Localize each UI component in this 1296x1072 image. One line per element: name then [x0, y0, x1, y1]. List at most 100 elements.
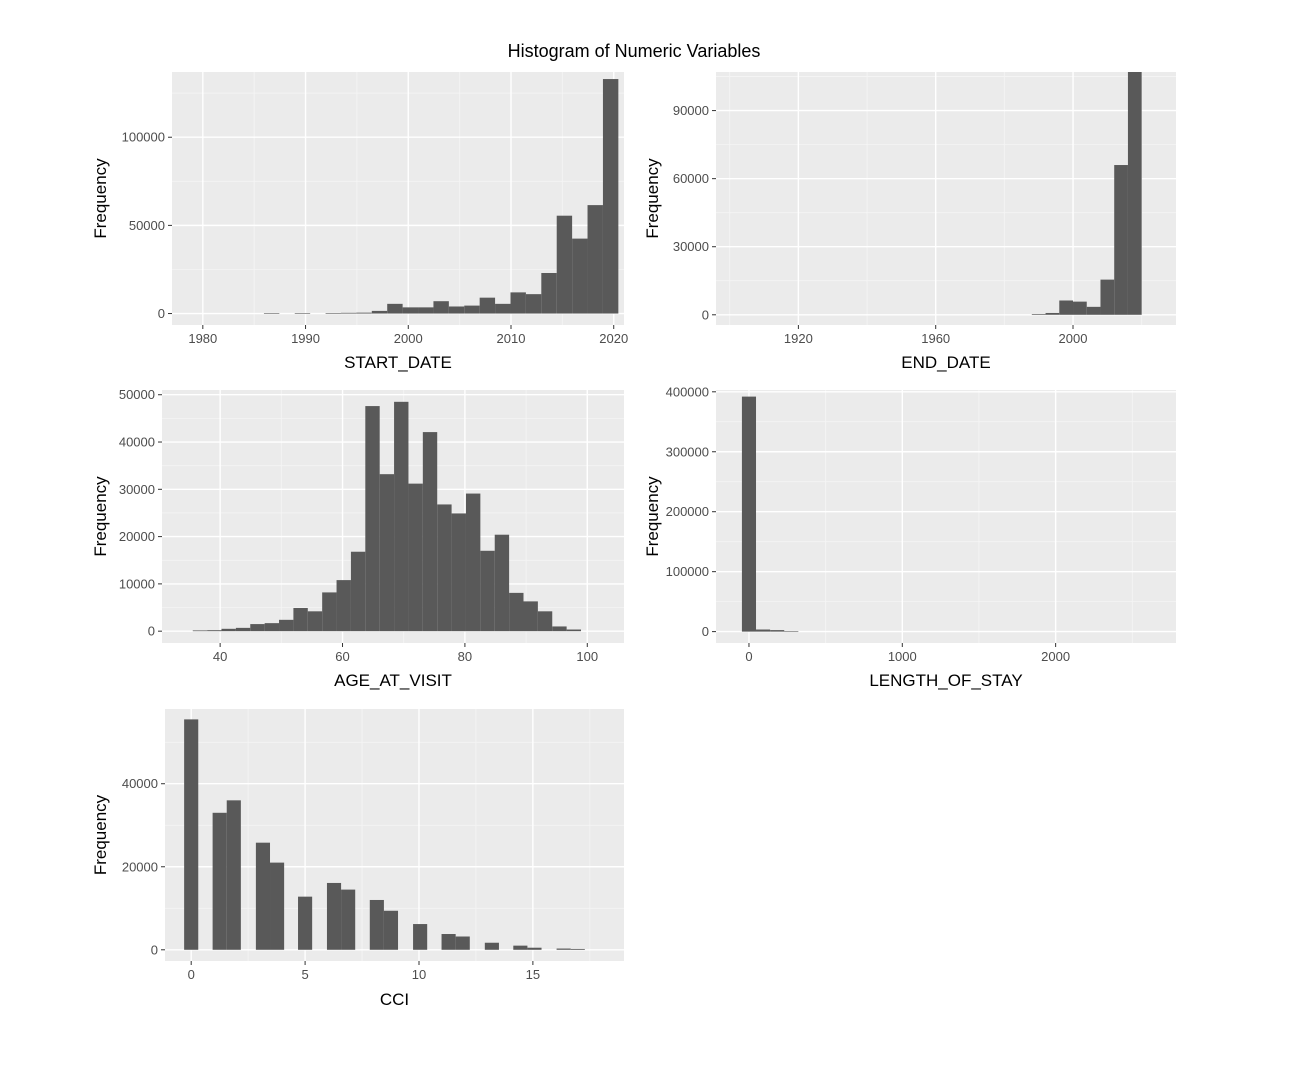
histogram-bar	[383, 910, 399, 950]
y-tick-label: 10000	[119, 576, 155, 591]
x-axis-title: AGE_AT_VISIT	[334, 671, 452, 690]
y-tick-label: 60000	[673, 171, 709, 186]
y-axis-title: Frequency	[91, 476, 110, 557]
panel-background	[716, 390, 1176, 643]
histogram-bar	[250, 624, 265, 632]
histogram-bar	[510, 292, 526, 314]
histogram-bar	[379, 474, 395, 632]
histogram-bar	[433, 301, 449, 314]
histogram-bar	[371, 310, 388, 314]
histogram-bar	[1114, 165, 1128, 315]
histogram-panel-2: 1920 1960 2000 0 30000 60000 90000 END_DATE Freq…	[643, 72, 1176, 372]
histogram-bar	[587, 205, 603, 314]
histogram-bar	[541, 272, 557, 314]
x-tick-label: 1000	[888, 649, 917, 664]
histogram-bar	[294, 313, 311, 314]
x-axis-title: CCI	[380, 990, 409, 1009]
histogram-bar	[212, 812, 227, 950]
histogram-bar	[326, 882, 342, 950]
y-tick-label: 90000	[673, 103, 709, 118]
histogram-bar	[513, 945, 528, 950]
histogram-bar	[741, 396, 757, 632]
y-axis-title: Frequency	[643, 476, 662, 557]
histogram-bar	[494, 534, 510, 632]
histogram-bar	[1073, 301, 1087, 315]
histogram-bar	[1045, 312, 1060, 315]
histogram-bar	[602, 79, 619, 314]
y-tick-label: 30000	[119, 482, 155, 497]
histogram-bar	[279, 619, 294, 632]
y-tick-label: 300000	[666, 444, 709, 459]
histogram-bar	[394, 401, 409, 632]
y-tick-label: 40000	[119, 435, 155, 450]
histogram-bar	[307, 611, 323, 632]
y-tick-label: 50000	[119, 387, 155, 402]
histogram-bar	[770, 630, 785, 632]
histogram-bar	[365, 406, 380, 632]
histogram-bar	[570, 948, 585, 950]
histogram-bar	[255, 842, 271, 950]
histogram-bar	[525, 294, 542, 314]
x-tick-label: 100	[576, 649, 598, 664]
histogram-bar	[270, 862, 285, 950]
histogram-bar	[572, 238, 588, 314]
histogram-bar	[756, 629, 771, 632]
histogram-bar	[369, 899, 384, 950]
histogram-bar	[566, 629, 582, 632]
histogram-bar	[340, 312, 357, 314]
y-axis-title: Frequency	[91, 794, 110, 875]
y-tick-label: 400000	[666, 384, 709, 399]
histogram-bar	[480, 550, 495, 632]
histogram-bar	[527, 947, 542, 950]
x-tick-label: 0	[188, 967, 195, 982]
y-tick-label: 40000	[122, 776, 158, 791]
histogram-bar	[1086, 306, 1101, 315]
histogram-bar	[1100, 279, 1115, 315]
histogram-bar	[293, 608, 308, 632]
x-tick-label: 1920	[784, 331, 813, 346]
y-tick-label: 20000	[122, 859, 158, 874]
histogram-bar	[552, 626, 567, 632]
histogram-panel-3: 40 60 80 100 0 10000 20000 30000 40000 50000 AGE_A…	[91, 387, 624, 690]
histogram-bar	[464, 305, 480, 314]
histogram-bar	[479, 297, 496, 314]
histogram-bar	[451, 513, 466, 632]
histogram-bar	[784, 631, 799, 633]
histogram-bar	[437, 504, 452, 632]
histogram-bar	[184, 719, 199, 950]
histogram-bar	[322, 592, 337, 632]
histogram-bar	[422, 432, 438, 632]
histogram-bar	[336, 580, 351, 632]
histogram-bar	[448, 306, 465, 314]
histogram-panel-1: 1980 1990 2000 2010 2020 0 50000 100000 START_DA…	[91, 72, 628, 372]
histogram-bar	[523, 601, 538, 632]
histogram-panel-4: 0 1000 2000 0 100000 200000 300000 400000 LENGTH…	[643, 384, 1176, 690]
histogram-bar	[226, 800, 241, 950]
histogram-bar	[402, 307, 419, 314]
y-axis-title: Frequency	[643, 158, 662, 239]
y-tick-label: 50000	[129, 218, 165, 233]
x-axis-title: START_DATE	[344, 353, 452, 372]
histogram-bar	[298, 896, 313, 950]
y-tick-label: 0	[148, 624, 155, 639]
histogram-bar	[441, 934, 456, 950]
histogram-bar	[418, 307, 434, 314]
y-tick-label: 30000	[673, 239, 709, 254]
histogram-bar	[408, 483, 423, 632]
y-tick-label: 0	[702, 624, 709, 639]
histogram-bar	[387, 303, 403, 314]
panel-background	[716, 72, 1176, 325]
x-tick-label: 1990	[291, 331, 320, 346]
histogram-bar	[350, 551, 366, 632]
x-tick-label: 40	[213, 649, 227, 664]
histogram-bar	[356, 312, 372, 314]
histogram-bar	[192, 630, 208, 632]
y-tick-label: 100000	[666, 564, 709, 579]
histogram-bar	[263, 313, 280, 314]
y-tick-label: 0	[151, 942, 158, 957]
x-tick-label: 5	[301, 967, 308, 982]
histogram-bar	[207, 630, 222, 632]
histogram-bar	[235, 627, 251, 632]
y-tick-label: 100000	[122, 130, 165, 145]
